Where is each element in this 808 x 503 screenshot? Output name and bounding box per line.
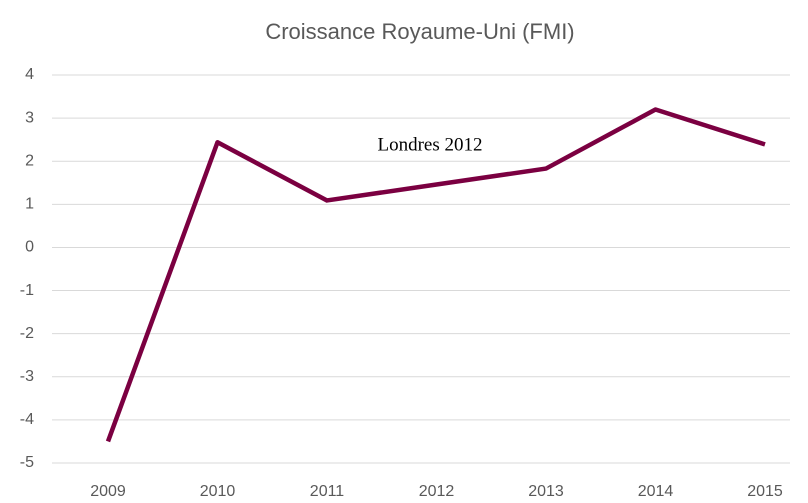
y-tick-label: 4 — [25, 66, 34, 83]
y-tick-label: -4 — [20, 411, 34, 428]
x-tick-label: 2012 — [419, 483, 455, 500]
data-line — [105, 107, 766, 443]
x-tick-label: 2010 — [200, 483, 236, 500]
x-tick-label: 2011 — [310, 483, 345, 500]
y-tick-label: 0 — [25, 239, 34, 256]
annotation: Londres 2012 — [377, 134, 482, 155]
y-tick-label: 2 — [25, 152, 34, 169]
chart-title: Croissance Royaume-Uni (FMI) — [265, 19, 574, 44]
y-tick-label: 3 — [25, 109, 34, 126]
x-tick-label: 2009 — [90, 483, 126, 500]
y-tick-label: -2 — [20, 325, 34, 342]
y-tick-label: -3 — [20, 368, 34, 385]
y-tick-label: 1 — [25, 196, 34, 213]
x-tick-label: 2013 — [528, 483, 564, 500]
y-tick-label: -5 — [20, 454, 34, 471]
y-tick-label: -1 — [20, 282, 34, 299]
x-tick-label: 2014 — [638, 483, 674, 500]
x-tick-label: 2015 — [747, 483, 783, 500]
